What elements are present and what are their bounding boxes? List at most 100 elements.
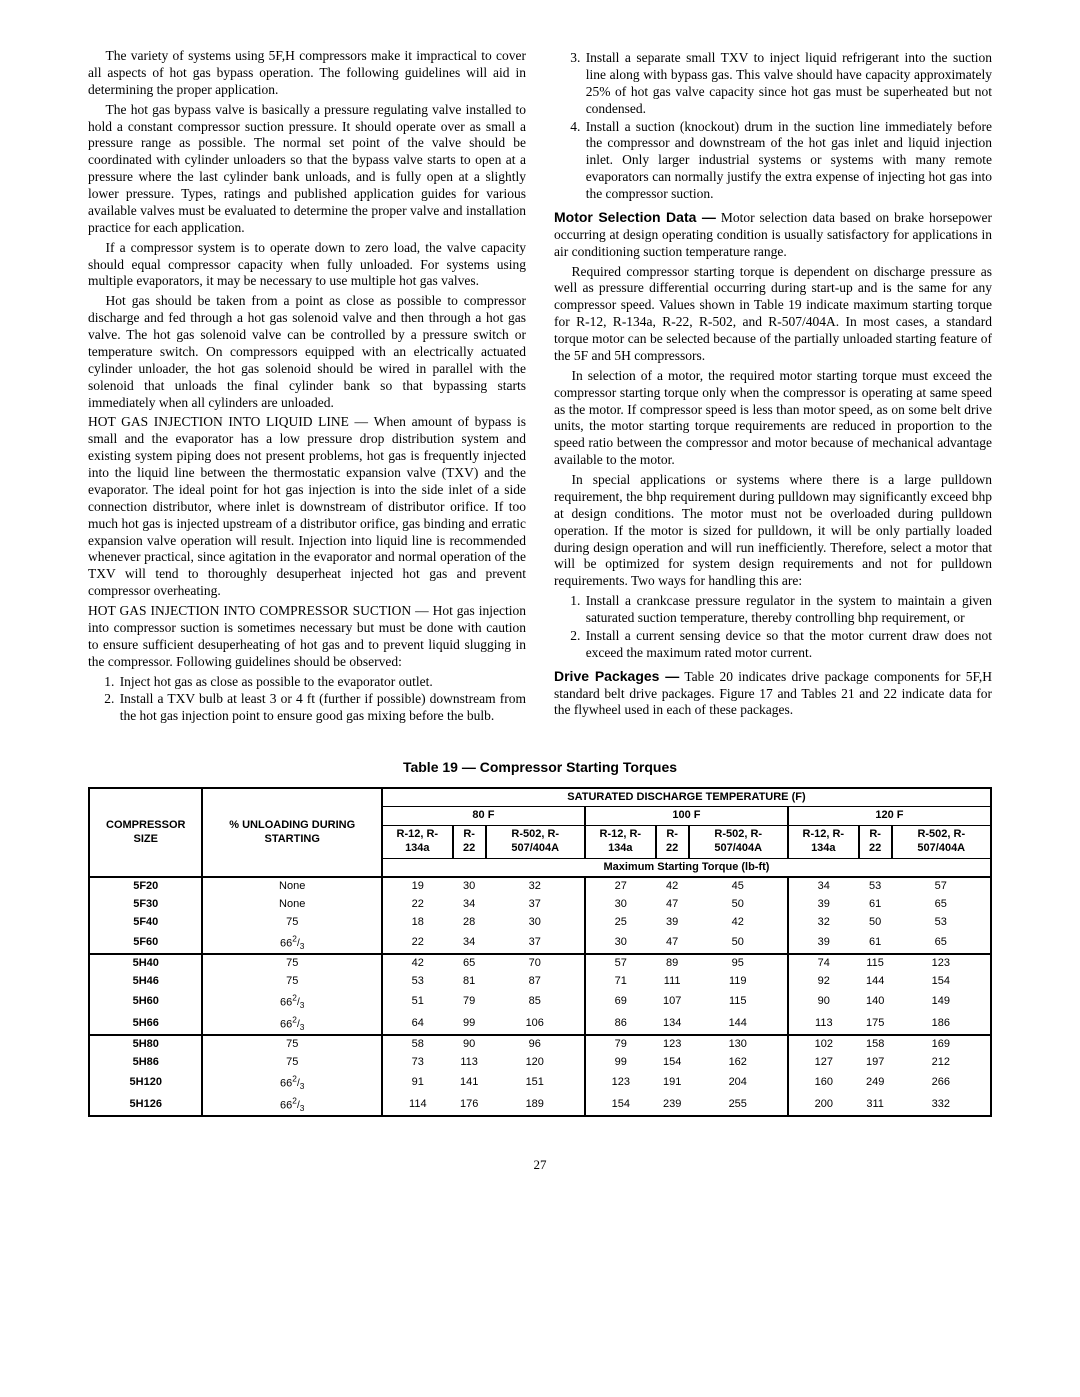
list-item: Install a TXV bulb at least 3 or 4 ft (f… <box>118 691 526 725</box>
cell-value: 89 <box>656 954 689 973</box>
cell-value: 42 <box>656 877 689 896</box>
cell-size: 5F30 <box>89 896 202 914</box>
cell-value: 70 <box>486 954 585 973</box>
cell-value: 30 <box>585 932 656 955</box>
para: Motor Selection Data — Motor selection d… <box>554 209 992 261</box>
cell-value: 120 <box>486 1054 585 1072</box>
list-item: Install a current sensing device so that… <box>584 628 992 662</box>
col-header-r22: R-22 <box>656 826 689 859</box>
cell-value: 92 <box>788 973 859 991</box>
cell-size: 5H60 <box>89 991 202 1013</box>
cell-size: 5F60 <box>89 932 202 955</box>
cell-value: 37 <box>486 896 585 914</box>
list-item: Install a crankcase pressure regulator i… <box>584 593 992 627</box>
cell-value: 107 <box>656 991 689 1013</box>
cell-value: 154 <box>585 1094 656 1117</box>
cell-value: 53 <box>382 973 453 991</box>
col-header-r12: R-12, R-134a <box>585 826 656 859</box>
list-item: Install a separate small TXV to inject l… <box>584 50 992 118</box>
cell-value: 32 <box>788 914 859 932</box>
cell-value: 123 <box>892 954 991 973</box>
inline-heading: HOT GAS INJECTION INTO LIQUID LINE — <box>88 414 374 429</box>
cell-value: 255 <box>689 1094 788 1117</box>
cell-value: 249 <box>859 1072 892 1094</box>
cell-value: 123 <box>656 1035 689 1054</box>
cell-value: 99 <box>585 1054 656 1072</box>
section-heading: Motor Selection Data — <box>554 209 716 225</box>
cell-value: 162 <box>689 1054 788 1072</box>
cell-value: 154 <box>656 1054 689 1072</box>
cell-value: 58 <box>382 1035 453 1054</box>
para: If a compressor system is to operate dow… <box>88 240 526 291</box>
col-header-max: Maximum Starting Torque (lb-ft) <box>382 858 991 877</box>
cell-size: 5H86 <box>89 1054 202 1072</box>
cell-value: 144 <box>689 1013 788 1036</box>
cell-value: 22 <box>382 896 453 914</box>
cell-value: 191 <box>656 1072 689 1094</box>
cell-value: 189 <box>486 1094 585 1117</box>
cell-value: 42 <box>689 914 788 932</box>
cell-value: 22 <box>382 932 453 955</box>
cell-value: 51 <box>382 991 453 1013</box>
col-header-r22: R-22 <box>453 826 486 859</box>
col-header-100f: 100 F <box>585 807 788 826</box>
torque-table: COMPRESSOR SIZE % UNLOADING DURING START… <box>88 787 992 1118</box>
cell-value: 311 <box>859 1094 892 1117</box>
cell-value: 96 <box>486 1035 585 1054</box>
cell-value: 149 <box>892 991 991 1013</box>
cell-value: 154 <box>892 973 991 991</box>
para: Hot gas should be taken from a point as … <box>88 293 526 411</box>
cell-value: 57 <box>585 954 656 973</box>
cell-unloading: 662/3 <box>202 1013 381 1036</box>
cell-value: 176 <box>453 1094 486 1117</box>
cell-value: 144 <box>859 973 892 991</box>
cell-value: 266 <box>892 1072 991 1094</box>
right-column: Install a separate small TXV to inject l… <box>554 48 992 731</box>
cell-value: 90 <box>788 991 859 1013</box>
cell-value: 86 <box>585 1013 656 1036</box>
cell-value: 45 <box>689 877 788 896</box>
col-header-r502: R-502, R-507/404A <box>486 826 585 859</box>
cell-value: 30 <box>585 896 656 914</box>
list-item: Inject hot gas as close as possible to t… <box>118 674 526 691</box>
cell-size: 5H80 <box>89 1035 202 1054</box>
col-header-r502: R-502, R-507/404A <box>892 826 991 859</box>
cell-value: 25 <box>585 914 656 932</box>
cell-value: 134 <box>656 1013 689 1036</box>
cell-value: 99 <box>453 1013 486 1036</box>
cell-unloading: 662/3 <box>202 1094 381 1117</box>
list-item: Install a suction (knockout) drum in the… <box>584 119 992 203</box>
cell-value: 69 <box>585 991 656 1013</box>
cell-value: 90 <box>453 1035 486 1054</box>
col-header-r12: R-12, R-134a <box>788 826 859 859</box>
cell-value: 239 <box>656 1094 689 1117</box>
cell-size: 5H40 <box>89 954 202 973</box>
cell-value: 141 <box>453 1072 486 1094</box>
page-number: 27 <box>88 1157 992 1173</box>
para: HOT GAS INJECTION INTO COMPRESSOR SUCTIO… <box>88 603 526 671</box>
cell-value: 197 <box>859 1054 892 1072</box>
cell-size: 5F40 <box>89 914 202 932</box>
col-header-r12: R-12, R-134a <box>382 826 453 859</box>
cell-value: 212 <box>892 1054 991 1072</box>
cell-value: 114 <box>382 1094 453 1117</box>
cell-value: 151 <box>486 1072 585 1094</box>
cell-size: 5H46 <box>89 973 202 991</box>
cell-value: 39 <box>788 896 859 914</box>
inline-heading: HOT GAS INJECTION INTO COMPRESSOR SUCTIO… <box>88 603 433 618</box>
col-header-r22: R-22 <box>859 826 892 859</box>
cell-unloading: 75 <box>202 1035 381 1054</box>
col-header-size: COMPRESSOR SIZE <box>89 788 202 878</box>
cell-value: 28 <box>453 914 486 932</box>
cell-value: 34 <box>453 896 486 914</box>
cell-value: 111 <box>656 973 689 991</box>
cell-size: 5F20 <box>89 877 202 896</box>
cell-value: 200 <box>788 1094 859 1117</box>
cell-value: 64 <box>382 1013 453 1036</box>
cell-size: 5H126 <box>89 1094 202 1117</box>
cell-value: 130 <box>689 1035 788 1054</box>
para: HOT GAS INJECTION INTO LIQUID LINE — Whe… <box>88 414 526 600</box>
cell-value: 27 <box>585 877 656 896</box>
cell-value: 65 <box>892 896 991 914</box>
numbered-list: Install a crankcase pressure regulator i… <box>554 593 992 662</box>
